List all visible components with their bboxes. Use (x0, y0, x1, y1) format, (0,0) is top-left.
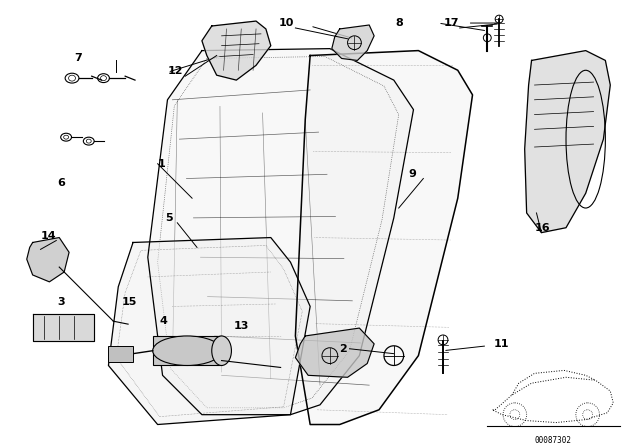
Text: 17: 17 (444, 18, 460, 28)
Text: 1: 1 (157, 159, 165, 169)
Polygon shape (525, 51, 611, 233)
Text: 10: 10 (278, 18, 294, 28)
Text: 11: 11 (494, 339, 509, 349)
Ellipse shape (153, 336, 221, 366)
Polygon shape (332, 25, 374, 60)
Bar (153, 336, 221, 366)
Text: 8: 8 (396, 18, 403, 28)
Polygon shape (202, 21, 271, 80)
Text: 14: 14 (40, 231, 56, 241)
Text: 9: 9 (408, 168, 417, 179)
Bar (108, 346, 133, 362)
Text: 00087302: 00087302 (534, 436, 572, 445)
Text: 3: 3 (57, 297, 65, 306)
Text: 16: 16 (534, 223, 550, 233)
Text: 2: 2 (339, 344, 346, 354)
Text: 6: 6 (57, 178, 65, 189)
Polygon shape (33, 314, 93, 341)
Text: 7: 7 (74, 53, 82, 64)
Ellipse shape (212, 336, 232, 366)
Polygon shape (108, 237, 310, 425)
Text: 13: 13 (234, 321, 249, 331)
Text: 4: 4 (159, 316, 168, 326)
Polygon shape (27, 237, 69, 282)
Text: 5: 5 (166, 213, 173, 223)
Text: 12: 12 (168, 66, 183, 76)
Polygon shape (296, 51, 472, 425)
Text: 15: 15 (121, 297, 136, 306)
Polygon shape (296, 328, 374, 377)
Polygon shape (148, 49, 413, 415)
